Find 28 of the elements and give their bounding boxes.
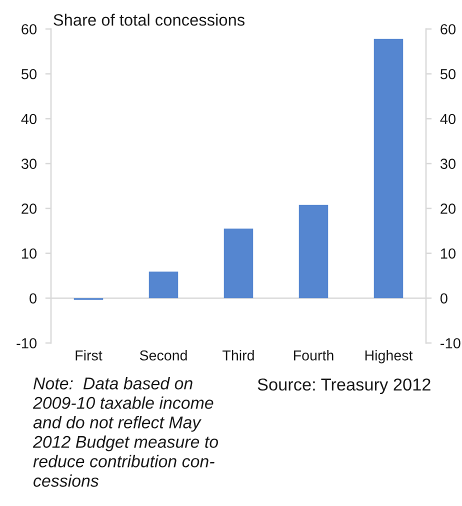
y-axis-title: Share of total concessions bbox=[54, 14, 245, 26]
y2-tick-label: -10 bbox=[440, 338, 460, 348]
x-tick-label: Highest bbox=[365, 350, 413, 364]
y2-tick-label: 50 bbox=[440, 68, 456, 80]
bar bbox=[374, 38, 404, 298]
source-note: Source: Treasury 2012 bbox=[258, 378, 430, 394]
y2-tick-label: 10 bbox=[441, 248, 456, 259]
x-tick-label: First bbox=[76, 350, 102, 361]
y-tick-label: 30 bbox=[21, 158, 37, 169]
text: Note: Data based on 2009-10 taxable income and do not reflect May 2012 Budget measure to reduce contribution con- cessions bbox=[32, 377, 218, 487]
y-tick-label: -10 bbox=[16, 338, 37, 348]
y-tick-label: 40 bbox=[21, 114, 37, 124]
y-tick-label: 50 bbox=[21, 68, 37, 80]
bar bbox=[148, 272, 178, 298]
y2-tick-label: 60 bbox=[440, 24, 456, 34]
y2-tick-label: 0 bbox=[440, 293, 448, 304]
x-tick-label: Third bbox=[222, 350, 254, 361]
y-tick-label: 20 bbox=[22, 204, 37, 214]
y2-tick-label: 30 bbox=[440, 158, 456, 169]
x-tick-label: Fourth bbox=[294, 350, 334, 361]
bar bbox=[224, 228, 254, 298]
y-tick-label: 10 bbox=[22, 248, 37, 259]
y2-tick-label: 20 bbox=[440, 204, 456, 214]
y-tick-label: 0 bbox=[30, 293, 37, 304]
y2-tick-label: 40 bbox=[440, 114, 456, 124]
x-tick-label: Second bbox=[140, 350, 187, 361]
bar bbox=[298, 204, 328, 298]
y-tick-label: 60 bbox=[22, 24, 37, 34]
